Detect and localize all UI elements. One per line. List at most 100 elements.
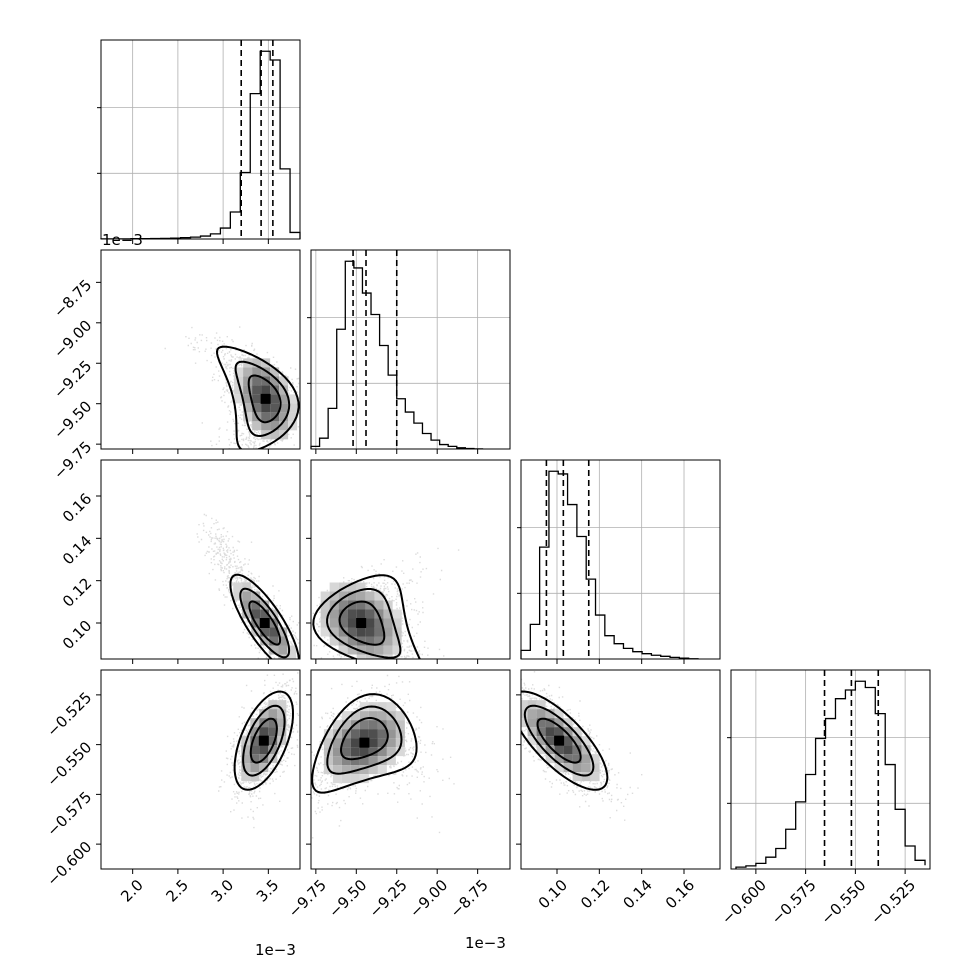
density-cell bbox=[374, 618, 384, 628]
panel-frame bbox=[100, 39, 301, 240]
density-cell bbox=[268, 709, 278, 719]
density-cell bbox=[581, 736, 591, 746]
density-cell bbox=[350, 774, 360, 784]
density-cell bbox=[581, 745, 591, 755]
x-tick-label: −8.75 bbox=[447, 876, 492, 921]
density-cell bbox=[241, 745, 251, 755]
density-cell bbox=[527, 718, 537, 728]
density-cell bbox=[278, 645, 288, 655]
histogram-step-0 bbox=[100, 50, 301, 240]
x-tick-label: −0.550 bbox=[818, 876, 870, 928]
density-cell bbox=[356, 582, 366, 592]
density-cell bbox=[251, 591, 261, 601]
density-cell bbox=[395, 747, 405, 757]
density-cell bbox=[341, 720, 351, 730]
density-cell bbox=[277, 718, 287, 728]
density-cell bbox=[242, 591, 252, 601]
density-cell bbox=[350, 711, 360, 721]
density-cell bbox=[350, 738, 360, 748]
density-cell bbox=[288, 403, 298, 413]
panel-frame bbox=[310, 459, 511, 660]
density-cell bbox=[270, 385, 280, 395]
contour-level-0 bbox=[339, 717, 389, 761]
density-cell bbox=[563, 763, 573, 773]
x-tick-label: −9.50 bbox=[325, 876, 370, 921]
density-cell bbox=[545, 709, 555, 719]
density-cell bbox=[243, 385, 253, 395]
density-cell bbox=[536, 736, 546, 746]
y-tick-label: −0.575 bbox=[43, 788, 95, 840]
density-cell bbox=[572, 736, 582, 746]
density-cell bbox=[365, 645, 375, 655]
density-cell bbox=[365, 591, 375, 601]
contour-level-0 bbox=[249, 717, 278, 764]
density-cell bbox=[359, 756, 369, 766]
density-cell bbox=[320, 600, 330, 610]
density-cell bbox=[581, 754, 591, 764]
scatter-panel-3-0 bbox=[100, 669, 301, 870]
density-cell bbox=[277, 709, 287, 719]
scatter-points bbox=[521, 671, 643, 821]
density-cell bbox=[368, 747, 378, 757]
density-cell bbox=[386, 729, 396, 739]
density-cell bbox=[359, 765, 369, 775]
density-cell bbox=[356, 645, 366, 655]
density-cell bbox=[536, 700, 546, 710]
density-cell bbox=[359, 774, 369, 784]
density-cell bbox=[521, 700, 528, 710]
y-tick-label: −9.25 bbox=[50, 357, 95, 402]
density-peak bbox=[359, 737, 370, 748]
density-cell bbox=[347, 627, 357, 637]
density-cell bbox=[250, 772, 260, 782]
histogram-step-1 bbox=[310, 260, 484, 450]
density-cell bbox=[554, 745, 564, 755]
density-cell bbox=[279, 412, 289, 422]
density-cell bbox=[545, 754, 555, 764]
scatter-panel-3-2 bbox=[520, 669, 721, 870]
x-tick-label: 0.10 bbox=[535, 876, 571, 912]
y-tick-label: −0.525 bbox=[43, 689, 95, 741]
x-tick-label: −9.00 bbox=[406, 876, 451, 921]
density-cell bbox=[347, 618, 357, 628]
density-cell bbox=[527, 700, 537, 710]
density-cell bbox=[359, 729, 369, 739]
density-cell bbox=[287, 654, 297, 659]
y-tick-label: −9.00 bbox=[50, 316, 95, 361]
density-cells bbox=[521, 700, 600, 782]
panel-frame bbox=[520, 669, 721, 870]
contour-level-0 bbox=[247, 374, 282, 424]
density-cell bbox=[341, 747, 351, 757]
density-cell bbox=[268, 700, 278, 710]
density-cell bbox=[278, 636, 288, 646]
density-cell bbox=[259, 745, 269, 755]
density-cell bbox=[374, 645, 384, 655]
panel-frame bbox=[310, 249, 511, 450]
density-cell bbox=[572, 772, 582, 782]
density-cell bbox=[277, 700, 287, 710]
density-cell bbox=[332, 765, 342, 775]
density-cell bbox=[545, 736, 555, 746]
density-cell bbox=[365, 609, 375, 619]
panel-frame bbox=[520, 459, 721, 660]
x-tick-label: 3.0 bbox=[208, 876, 238, 906]
density-cell bbox=[329, 591, 339, 601]
density-cell bbox=[338, 618, 348, 628]
density-cell bbox=[332, 774, 342, 784]
density-cell bbox=[243, 412, 253, 422]
density-cell bbox=[368, 720, 378, 730]
density-cell bbox=[359, 711, 369, 721]
density-cell bbox=[329, 627, 339, 637]
contour-level-1 bbox=[239, 587, 291, 659]
density-cell bbox=[386, 720, 396, 730]
hist-panel-1 bbox=[307, 249, 511, 450]
density-cell bbox=[536, 718, 546, 728]
density-cell bbox=[374, 636, 384, 646]
contour-level-1 bbox=[234, 360, 291, 438]
contour-level-1 bbox=[523, 704, 595, 777]
density-cell bbox=[332, 747, 342, 757]
density-cell bbox=[386, 756, 396, 766]
density-cell bbox=[234, 367, 244, 377]
density-cell bbox=[243, 403, 253, 413]
density-cell bbox=[368, 765, 378, 775]
density-cell bbox=[377, 765, 387, 775]
